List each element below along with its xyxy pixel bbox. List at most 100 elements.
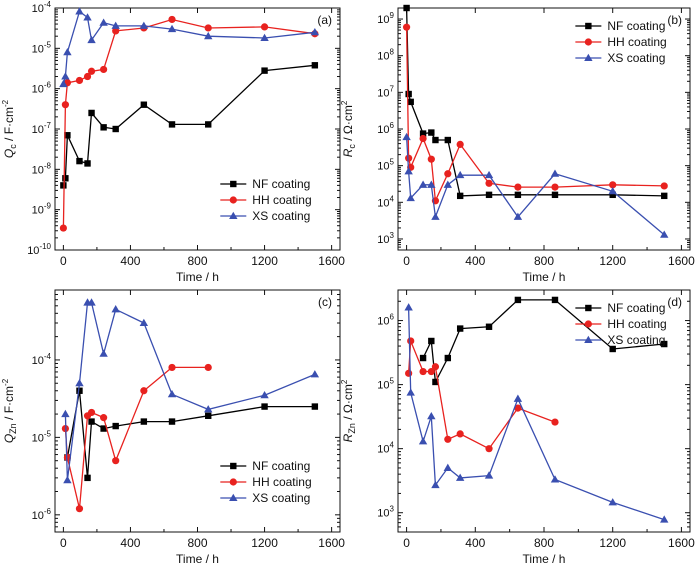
x-tick-label: 0	[60, 536, 67, 550]
data-point	[444, 170, 452, 178]
y-tick-label: 10-5	[32, 429, 52, 444]
legend-marker	[229, 478, 237, 486]
series-line	[407, 340, 556, 450]
panel-label: (a)	[317, 13, 332, 27]
legend-label: XS coating	[607, 51, 665, 65]
data-point	[428, 337, 435, 345]
data-point	[204, 405, 213, 413]
data-point	[427, 412, 436, 420]
data-point	[84, 474, 91, 482]
y-tick-label: 109	[377, 11, 394, 26]
data-point	[484, 471, 494, 479]
data-point	[84, 160, 91, 167]
data-point	[100, 124, 107, 131]
data-point	[406, 388, 415, 396]
series-hh	[402, 23, 668, 205]
data-point	[111, 21, 120, 29]
y-tick-label: 103	[377, 231, 394, 246]
data-point	[428, 129, 435, 136]
data-point	[59, 79, 68, 88]
data-point	[112, 27, 120, 35]
y-tick-label: 106	[377, 121, 394, 136]
x-tick-label: 1600	[318, 254, 345, 268]
data-point	[427, 155, 435, 163]
data-point	[139, 21, 149, 29]
x-tick-label: 1600	[668, 254, 695, 268]
data-point	[456, 325, 464, 332]
data-point	[402, 23, 411, 31]
data-point	[660, 515, 669, 523]
series-xs	[402, 132, 669, 238]
data-point	[514, 183, 522, 191]
data-point	[609, 181, 617, 189]
legend-label: HH coating	[607, 317, 666, 331]
data-point	[310, 27, 320, 36]
data-point	[431, 480, 440, 489]
data-point	[661, 340, 668, 348]
data-point	[456, 140, 464, 149]
data-point	[75, 76, 84, 85]
x-tick-label: 800	[187, 536, 207, 550]
data-point	[444, 354, 452, 362]
legend-label: XS coating	[252, 209, 310, 223]
data-point	[455, 170, 465, 179]
data-point	[168, 121, 176, 128]
y-tick-label: 107	[377, 84, 394, 99]
x-tick-label: 400	[465, 536, 485, 550]
legend: NF coating HH coating XS coating	[575, 301, 667, 347]
data-point	[660, 230, 669, 238]
data-point	[76, 387, 83, 394]
data-point	[261, 67, 268, 74]
x-axis-label: Time / h	[523, 270, 566, 284]
data-point	[444, 136, 452, 144]
legend-label: NF coating	[607, 301, 665, 315]
data-point	[61, 101, 69, 109]
data-point	[75, 505, 84, 513]
data-point	[88, 109, 95, 117]
x-tick-label: 1200	[599, 254, 626, 268]
data-point	[87, 67, 96, 75]
legend-marker	[585, 304, 592, 312]
legend: NF coating HH coating XS coating	[220, 459, 312, 505]
data-point	[431, 363, 440, 371]
y-tick-label: 106	[377, 313, 394, 328]
data-point	[405, 369, 413, 377]
y-tick-label: 10-7	[32, 121, 52, 136]
data-point	[62, 175, 69, 182]
data-point	[660, 182, 668, 190]
y-tick-label: 10-10	[27, 242, 51, 257]
legend-label: HH coating	[252, 475, 311, 489]
data-point	[88, 418, 95, 425]
legend-marker	[584, 38, 592, 46]
data-point	[168, 363, 176, 372]
data-point	[485, 445, 493, 453]
series-hh	[61, 363, 212, 513]
series-xs	[59, 7, 320, 88]
data-point	[76, 157, 83, 165]
data-point	[513, 394, 523, 402]
data-point	[60, 182, 67, 189]
x-tick-label: 400	[120, 536, 140, 550]
x-tick-label: 1600	[668, 536, 695, 550]
data-point	[550, 169, 560, 177]
data-point	[204, 31, 213, 40]
chart-panel-a: 0 400 800 1200 1600 10-10 10-9 10-8 10-7 10-6 10-5…	[1, 0, 345, 284]
x-tick-label: 400	[120, 254, 140, 268]
data-point	[64, 132, 71, 139]
y-tick-label: 108	[377, 48, 394, 63]
data-point	[61, 72, 70, 80]
data-point	[514, 191, 522, 199]
data-point	[260, 390, 269, 399]
data-point	[443, 463, 453, 471]
data-point	[551, 418, 559, 426]
data-point	[432, 136, 439, 144]
y-axis-label: QZn / F·cm-2	[1, 378, 18, 443]
data-point	[418, 437, 428, 445]
legend: NF coating HH coating XS coating	[220, 177, 312, 223]
data-point	[168, 418, 176, 425]
series-hh	[405, 337, 559, 453]
data-point	[456, 430, 464, 438]
data-point	[455, 473, 465, 481]
data-point	[87, 408, 96, 417]
data-point	[139, 318, 149, 326]
